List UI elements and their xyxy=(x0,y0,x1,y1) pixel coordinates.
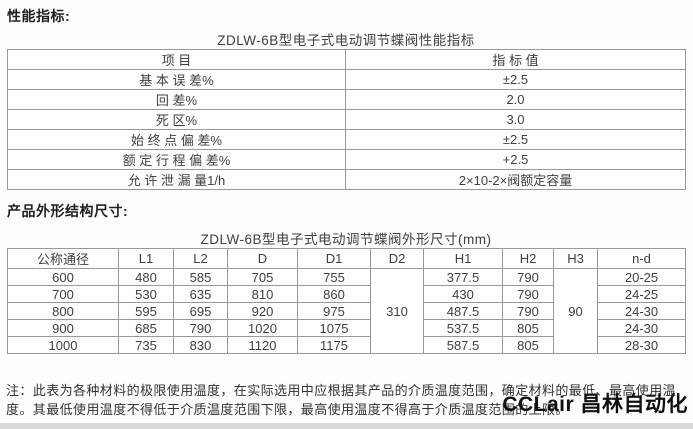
dimensions-section-heading: 产品外形结构尺寸: xyxy=(7,203,129,219)
dims-col-header-dn: 公称通径 xyxy=(7,248,119,269)
dims-l1-cell: 595 xyxy=(118,302,174,320)
table-row: 900 685 790 1020 1075 537.5 805 24-30 xyxy=(7,319,686,337)
table-row: 始 终 点 偏 差% ±2.5 xyxy=(7,129,686,150)
dims-h1-cell: 587.5 xyxy=(423,336,503,354)
perf-item-cell: 允 许 泄 漏 量1/h xyxy=(7,169,346,190)
dims-l2-cell: 585 xyxy=(173,268,228,286)
dims-d1-cell: 860 xyxy=(297,285,371,303)
dims-nd-cell: 20-25 xyxy=(597,268,686,286)
dims-l2-cell: 830 xyxy=(173,336,228,354)
dims-h2-cell: 790 xyxy=(502,302,554,320)
perf-value-cell: 3.0 xyxy=(345,109,686,130)
table-row: 700 530 635 810 860 430 790 24-25 xyxy=(7,285,686,303)
dims-col-header-h2: H2 xyxy=(502,248,554,269)
bottom-divider-strip xyxy=(0,423,693,429)
dims-h2-cell: 790 xyxy=(502,268,554,286)
dims-col-header-d: D xyxy=(227,248,298,269)
dims-d-cell: 920 xyxy=(227,302,298,320)
dims-l1-cell: 480 xyxy=(118,268,174,286)
dims-l1-cell: 735 xyxy=(118,336,174,354)
dims-h2-cell: 805 xyxy=(502,319,554,337)
dims-d2-merged-cell: 310 xyxy=(370,268,424,354)
dims-l1-cell: 530 xyxy=(118,285,174,303)
dims-nd-cell: 24-30 xyxy=(597,319,686,337)
perf-col-header-item: 项 目 xyxy=(7,49,346,70)
dims-d-cell: 1020 xyxy=(227,319,298,337)
dims-col-header-d1: D1 xyxy=(297,248,371,269)
performance-table: 项 目 指 标 值 基 本 误 差% ±2.5 回 差% 2.0 死 区% 3.… xyxy=(7,49,686,190)
dimensions-table: 公称通径 L1 L2 D D1 D2 H1 H2 H3 n-d 600 480 … xyxy=(7,248,686,354)
perf-value-cell: 2.0 xyxy=(345,89,686,110)
performance-table-title: ZDLW-6B型电子式电动调节蝶阀性能指标 xyxy=(217,33,475,48)
performance-section-heading: 性能指标: xyxy=(7,8,71,24)
dims-d1-cell: 1075 xyxy=(297,319,371,337)
dims-dn-cell: 600 xyxy=(7,268,119,286)
dims-d-cell: 1120 xyxy=(227,336,298,354)
perf-item-cell: 始 终 点 偏 差% xyxy=(7,129,346,150)
dimensions-table-title: ZDLW-6B型电子式电动调节蝶阀外形尺寸(mm) xyxy=(200,232,492,247)
perf-item-cell: 回 差% xyxy=(7,89,346,110)
table-header-row: 项 目 指 标 值 xyxy=(7,49,686,70)
dims-h1-cell: 430 xyxy=(423,285,503,303)
table-row: 600 480 585 705 755 310 377.5 790 90 20-… xyxy=(7,268,686,354)
dims-col-header-d2: D2 xyxy=(370,248,424,269)
dims-h1-cell: 487.5 xyxy=(423,302,503,320)
footnote-text: 注：此表为各种材料的极限使用温度，在实际选用中应根据其产品的介质温度范围，确定材… xyxy=(6,383,677,417)
dims-l1-cell: 685 xyxy=(118,319,174,337)
dims-d-cell: 810 xyxy=(227,285,298,303)
dims-col-header-l1: L1 xyxy=(118,248,174,269)
dims-nd-cell: 28-30 xyxy=(597,336,686,354)
dims-dn-cell: 900 xyxy=(7,319,119,337)
table-header-row: 公称通径 L1 L2 D D1 D2 H1 H2 H3 n-d xyxy=(7,248,686,269)
perf-value-cell: ±2.5 xyxy=(345,69,686,90)
dims-dn-cell: 1000 xyxy=(7,336,119,354)
dims-dn-cell: 700 xyxy=(7,285,119,303)
dims-l2-cell: 635 xyxy=(173,285,228,303)
dims-l2-cell: 790 xyxy=(173,319,228,337)
perf-item-cell: 死 区% xyxy=(7,109,346,130)
perf-value-cell: +2.5 xyxy=(345,149,686,170)
perf-value-cell: 2×10-2×阀额定容量 xyxy=(345,169,686,190)
dims-d1-cell: 755 xyxy=(297,268,371,286)
table-row: 额 定 行 程 偏 差% +2.5 xyxy=(7,149,686,170)
dims-nd-cell: 24-30 xyxy=(597,302,686,320)
dims-col-header-h3: H3 xyxy=(553,248,598,269)
dims-h3-merged-cell: 90 xyxy=(553,268,598,354)
table-row: 回 差% 2.0 xyxy=(7,89,686,110)
table-row: 允 许 泄 漏 量1/h 2×10-2×阀额定容量 xyxy=(7,169,686,190)
table-row: 死 区% 3.0 xyxy=(7,109,686,130)
dims-d1-cell: 1175 xyxy=(297,336,371,354)
dims-col-header-nd: n-d xyxy=(597,248,686,269)
perf-item-cell: 额 定 行 程 偏 差% xyxy=(7,149,346,170)
dims-d1-cell: 975 xyxy=(297,302,371,320)
watermark-logo-text: CCLair 昌林自动化 xyxy=(502,393,688,416)
dims-nd-cell: 24-25 xyxy=(597,285,686,303)
dims-h1-cell: 377.5 xyxy=(423,268,503,286)
dims-l2-cell: 695 xyxy=(173,302,228,320)
perf-value-cell: ±2.5 xyxy=(345,129,686,150)
table-row: 1000 735 830 1120 1175 587.5 805 28-30 xyxy=(7,336,686,354)
perf-item-cell: 基 本 误 差% xyxy=(7,69,346,90)
perf-col-header-value: 指 标 值 xyxy=(345,49,686,70)
dims-h2-cell: 790 xyxy=(502,285,554,303)
dims-h1-cell: 537.5 xyxy=(423,319,503,337)
table-row: 基 本 误 差% ±2.5 xyxy=(7,69,686,90)
dims-dn-cell: 800 xyxy=(7,302,119,320)
dims-d-cell: 705 xyxy=(227,268,298,286)
dims-h2-cell: 805 xyxy=(502,336,554,354)
dims-col-header-h1: H1 xyxy=(423,248,503,269)
dims-col-header-l2: L2 xyxy=(173,248,228,269)
table-row: 800 595 695 920 975 487.5 790 24-30 xyxy=(7,302,686,320)
